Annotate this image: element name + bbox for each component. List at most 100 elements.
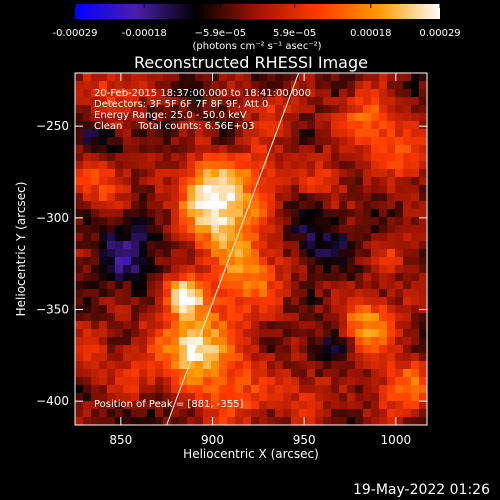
heatmap-cell [355, 225, 364, 234]
heatmap-cell [307, 217, 316, 226]
heatmap-cell [363, 281, 372, 290]
heatmap-cell [267, 129, 276, 138]
heatmap-cell [163, 153, 172, 162]
heatmap-cell [235, 177, 244, 186]
heatmap-cell [211, 305, 220, 314]
heatmap-cell [123, 273, 132, 282]
heatmap-cell [235, 169, 244, 178]
heatmap-cell [139, 113, 148, 122]
heatmap-cell [307, 249, 316, 258]
heatmap-cell [91, 257, 100, 266]
heatmap-cell [211, 345, 220, 354]
heatmap-cell [395, 201, 404, 210]
heatmap-cell [147, 393, 156, 402]
heatmap-cell [403, 377, 412, 386]
heatmap-cell [355, 177, 364, 186]
heatmap-cell [403, 297, 412, 306]
heatmap-cell [339, 89, 348, 98]
heatmap-cell [283, 329, 292, 338]
heatmap-cell [243, 377, 252, 386]
heatmap-cell [107, 129, 116, 138]
heatmap-cell [315, 169, 324, 178]
heatmap-cell [179, 137, 188, 146]
heatmap-cell [395, 105, 404, 114]
heatmap-cell [163, 161, 172, 170]
heatmap-cell [179, 129, 188, 138]
heatmap-cell [371, 273, 380, 282]
heatmap-cell [323, 289, 332, 298]
heatmap-cell [307, 417, 316, 425]
heatmap-cell [227, 169, 236, 178]
heatmap-cell [283, 97, 292, 106]
heatmap-cell [251, 97, 260, 106]
heatmap-cell [371, 257, 380, 266]
heatmap-cell [419, 417, 427, 425]
heatmap-cell [331, 105, 340, 114]
y-tick-label: −300 [36, 211, 69, 225]
heatmap-cell [331, 281, 340, 290]
heatmap-cell [99, 169, 108, 178]
heatmap-cell [171, 129, 180, 138]
heatmap-cell [379, 209, 388, 218]
heatmap-cell [411, 265, 420, 274]
heatmap-cell [251, 281, 260, 290]
heatmap-cell [227, 313, 236, 322]
heatmap-cell [403, 305, 412, 314]
heatmap-cell [419, 137, 427, 146]
heatmap-cell [115, 393, 124, 402]
heatmap-cell [371, 217, 380, 226]
heatmap-cell [179, 345, 188, 354]
heatmap-cell [363, 337, 372, 346]
heatmap-cell [195, 297, 204, 306]
heatmap-cell [403, 153, 412, 162]
heatmap-cell [107, 337, 116, 346]
heatmap-cell [75, 89, 84, 98]
heatmap-cell [131, 161, 140, 170]
heatmap-cell [123, 257, 132, 266]
heatmap-cell [155, 313, 164, 322]
heatmap-cell [75, 201, 84, 210]
axis-ticks: 850 900 950 1000−250−300−350−400 [36, 73, 427, 447]
heatmap-cell [323, 321, 332, 330]
heatmap-cell [331, 417, 340, 425]
heatmap-cell [267, 209, 276, 218]
heatmap-cell [219, 361, 228, 370]
heatmap-cell [123, 249, 132, 258]
heatmap-cell [163, 217, 172, 226]
heatmap-cell [379, 97, 388, 106]
heatmap-cell [195, 73, 204, 82]
heatmap-cell [171, 193, 180, 202]
heatmap-cell [315, 361, 324, 370]
heatmap-cell [227, 137, 236, 146]
heatmap-cell [307, 201, 316, 210]
heatmap-cell [291, 385, 300, 394]
heatmap-cell [131, 417, 140, 425]
heatmap-cell [139, 321, 148, 330]
heatmap-cell [307, 345, 316, 354]
heatmap-cell [99, 417, 108, 425]
heatmap-cell [315, 185, 324, 194]
heatmap-cell [155, 97, 164, 106]
heatmap-cell [179, 153, 188, 162]
heatmap-cell [283, 265, 292, 274]
heatmap-cell [307, 361, 316, 370]
heatmap-cell [403, 417, 412, 425]
heatmap-cell [155, 185, 164, 194]
heatmap-cell [283, 321, 292, 330]
heatmap-cell [187, 121, 196, 130]
heatmap-cell [99, 369, 108, 378]
heatmap-cell [339, 377, 348, 386]
heatmap-cell [163, 337, 172, 346]
heatmap-cell [299, 97, 308, 106]
heatmap-cell [259, 193, 268, 202]
heatmap-cell [163, 169, 172, 178]
heatmap-cell [387, 369, 396, 378]
heatmap-cell [75, 417, 84, 425]
heatmap-cell [355, 257, 364, 266]
heatmap-cell [75, 361, 84, 370]
heatmap-cell [155, 305, 164, 314]
heatmap-cell [115, 377, 124, 386]
heatmap-cell [163, 265, 172, 274]
heatmap-cell [299, 73, 308, 82]
heatmap-cell [139, 73, 148, 82]
